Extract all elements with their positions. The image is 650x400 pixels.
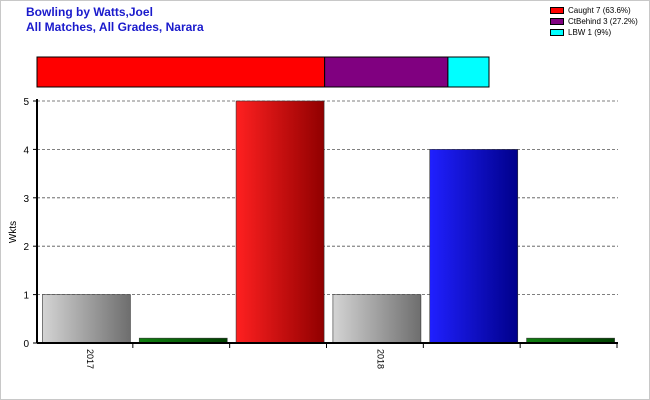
legend-label-ctbehind: CtBehind 3 (27.2%) [568, 17, 638, 26]
summary-bar [36, 56, 490, 88]
bar-2017-grey [42, 294, 131, 344]
legend: Caught 7 (63.6%) CtBehind 3 (27.2%) LBW … [550, 5, 638, 38]
axes: 0 1 2 3 4 5 2017 2018 [23, 97, 618, 369]
chart-title: Bowling by Watts,Joel [26, 5, 153, 19]
x-tick-label: 2018 [376, 349, 386, 369]
legend-swatch-ctbehind [550, 18, 564, 25]
legend-swatch-lbw [550, 29, 564, 36]
gridlines [37, 100, 618, 296]
legend-label-caught: Caught 7 (63.6%) [568, 6, 631, 15]
legend-item-ctbehind: CtBehind 3 (27.2%) [550, 16, 638, 27]
summary-segment-lbw [447, 56, 490, 88]
y-tick-label: 1 [23, 291, 29, 302]
bar-2018-blue [429, 149, 519, 344]
x-tick-label: 2017 [85, 349, 95, 369]
summary-segment-caught [36, 56, 326, 88]
y-tick-label: 2 [23, 242, 29, 253]
y-tick-label: 3 [23, 194, 29, 205]
y-tick-label: 4 [23, 145, 29, 156]
legend-label-lbw: LBW 1 (9%) [568, 28, 612, 37]
y-tick-label: 5 [23, 97, 29, 108]
legend-item-lbw: LBW 1 (9%) [550, 27, 638, 38]
y-axis-label: Wkts [8, 221, 19, 243]
legend-swatch-caught [550, 7, 564, 14]
bars [42, 100, 615, 344]
legend-item-caught: Caught 7 (63.6%) [550, 5, 638, 16]
chart-subtitle: All Matches, All Grades, Narara [26, 20, 204, 34]
bar-2017-red [235, 100, 325, 344]
bar-2018-grey [332, 294, 422, 344]
summary-segment-ctbehind [324, 56, 449, 88]
y-tick-label: 0 [23, 339, 29, 350]
